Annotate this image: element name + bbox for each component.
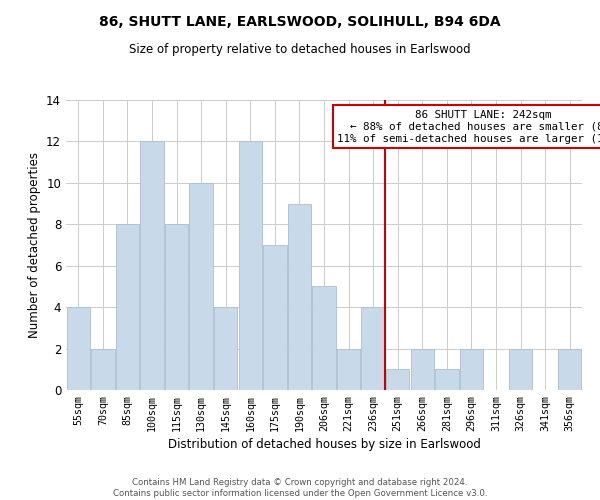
Bar — [313, 286, 335, 390]
Bar — [288, 204, 311, 390]
Bar — [239, 142, 262, 390]
Bar — [67, 307, 90, 390]
Bar — [337, 348, 360, 390]
Bar — [91, 348, 115, 390]
Text: Size of property relative to detached houses in Earlswood: Size of property relative to detached ho… — [129, 42, 471, 56]
Bar — [361, 307, 385, 390]
Bar — [214, 307, 238, 390]
Bar — [386, 370, 409, 390]
Bar — [116, 224, 139, 390]
Text: Contains HM Land Registry data © Crown copyright and database right 2024.
Contai: Contains HM Land Registry data © Crown c… — [113, 478, 487, 498]
Bar — [435, 370, 458, 390]
Bar — [263, 245, 287, 390]
Bar — [190, 183, 213, 390]
Text: 86, SHUTT LANE, EARLSWOOD, SOLIHULL, B94 6DA: 86, SHUTT LANE, EARLSWOOD, SOLIHULL, B94… — [99, 15, 501, 29]
Bar — [558, 348, 581, 390]
X-axis label: Distribution of detached houses by size in Earlswood: Distribution of detached houses by size … — [167, 438, 481, 451]
Bar — [410, 348, 434, 390]
Bar — [140, 142, 164, 390]
Y-axis label: Number of detached properties: Number of detached properties — [28, 152, 41, 338]
Bar — [460, 348, 483, 390]
Bar — [509, 348, 532, 390]
Text: 86 SHUTT LANE: 242sqm
← 88% of detached houses are smaller (84)
11% of semi-deta: 86 SHUTT LANE: 242sqm ← 88% of detached … — [337, 110, 600, 144]
Bar — [165, 224, 188, 390]
